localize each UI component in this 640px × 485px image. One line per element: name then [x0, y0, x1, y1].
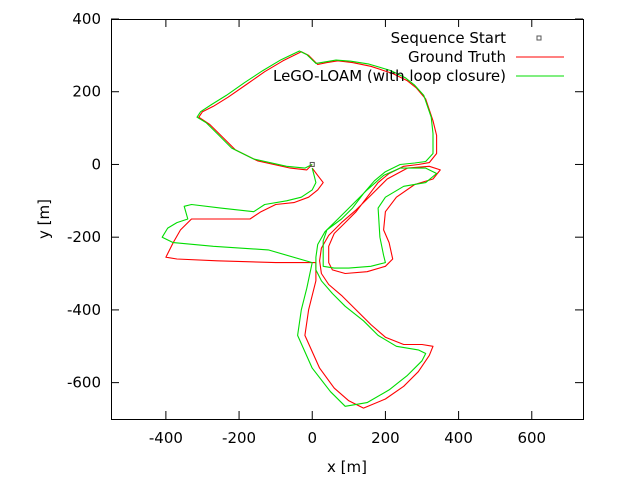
- series-layer: [161, 50, 441, 409]
- y-tick-label: -600: [67, 374, 101, 392]
- legend-label: LeGO-LOAM (with loop closure): [273, 67, 506, 85]
- legend-label: Sequence Start: [391, 29, 507, 47]
- y-tick-labels: 400 200 0 -200 -400 -600: [67, 10, 101, 392]
- x-tick-labels: -400 -200 0 200 400 600: [149, 429, 546, 447]
- x-axis-label: x [m]: [327, 458, 367, 476]
- legend-marker-point: [536, 35, 542, 41]
- x-tick-label: 200: [371, 429, 400, 447]
- x-tick-label: 0: [307, 429, 317, 447]
- x-tick-label: -200: [222, 429, 256, 447]
- x-tick-label: 400: [444, 429, 473, 447]
- y-tick-label: -200: [67, 228, 101, 246]
- sequence-start-marker: [309, 161, 315, 167]
- y-axis-label: y [m]: [35, 199, 53, 239]
- plot-frame: [111, 19, 584, 420]
- y-tick-label: 400: [72, 10, 101, 28]
- tick-marks: [111, 18, 583, 419]
- y-tick-label: 200: [72, 83, 101, 101]
- series-line-lego-loam: [161, 50, 438, 407]
- y-tick-label: 0: [91, 155, 101, 173]
- x-tick-label: 600: [517, 429, 546, 447]
- x-tick-label: -400: [149, 429, 183, 447]
- legend-label: Ground Truth: [408, 48, 506, 66]
- y-tick-label: -400: [67, 301, 101, 319]
- series-line-ground: [165, 51, 441, 409]
